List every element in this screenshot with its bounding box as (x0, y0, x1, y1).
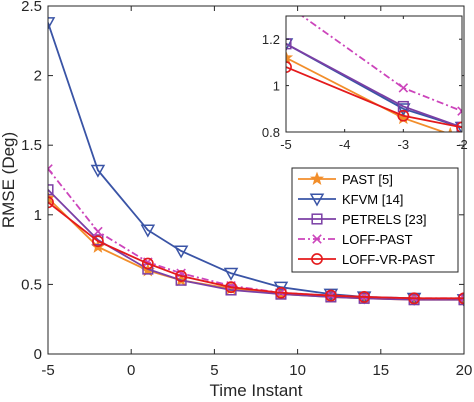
legend-label: PETRELS [23] (342, 212, 427, 227)
data-point (175, 270, 188, 282)
data-point (92, 235, 104, 248)
data-point (48, 164, 53, 174)
inset-data-point (286, 50, 294, 64)
legend-label: LOFF-VR-PAST (342, 252, 435, 267)
inset-y-axis-ticks: 0.8 1 1.2 (262, 32, 462, 140)
legend-entry-past-5: PAST [5] (298, 171, 393, 187)
x-tick-label: -5 (41, 362, 54, 379)
data-point (459, 293, 464, 304)
main-x-axis-ticks: -5 0 5 10 15 20 (41, 6, 472, 379)
legend-marker (309, 193, 325, 207)
main-series-layer (48, 17, 464, 308)
inset-data-point (454, 121, 462, 132)
x-axis-label: Time Instant (210, 381, 303, 400)
legend-marker (311, 213, 323, 225)
inset-plot-background (286, 16, 462, 132)
inset-series-line (300, 16, 462, 112)
inset-data-point (457, 106, 462, 116)
y-tick-label: 1.5 (21, 137, 42, 154)
inset-y-tick-label: 1.2 (262, 32, 280, 47)
series-line (48, 201, 464, 300)
series-line (48, 189, 464, 301)
inset-series-line (286, 43, 462, 129)
y-tick-label: 0 (34, 346, 42, 363)
data-point (90, 164, 106, 178)
inset-data-point (443, 126, 457, 132)
inset-series-line (286, 66, 462, 129)
data-point (275, 286, 287, 299)
data-point (408, 292, 420, 305)
inset-plot-frame (285, 15, 463, 133)
inset-x-tick-label: -2 (456, 137, 468, 152)
data-point (93, 226, 103, 237)
legend-marker (309, 171, 325, 186)
y-tick-label: 2.5 (21, 0, 42, 15)
inset-data-point (397, 109, 410, 122)
data-point (225, 281, 237, 294)
inset-zoom-plot: -5 -4 -3 -2 0.8 1 1.2 (262, 15, 468, 152)
data-point (223, 267, 239, 281)
inset-x-tick-label: -4 (339, 137, 351, 152)
y-axis-label: RMSE (Deg) (0, 132, 18, 228)
inset-data-point (396, 103, 411, 117)
inset-x-tick-label: -3 (398, 137, 410, 152)
main-plot-frame (47, 5, 465, 355)
legend-entry-loff-past: LOFF-PAST (298, 232, 413, 247)
inset-y-tick-label: 0.8 (262, 125, 280, 140)
x-tick-label: 5 (210, 362, 218, 379)
x-tick-label: 10 (289, 362, 306, 379)
x-tick-label: 15 (372, 362, 389, 379)
legend-entries: PAST [5] KFVM [14] PETRELS [23] LOFF-PAST LO… (298, 171, 435, 267)
legend-marker (311, 253, 323, 265)
legend-label: KFVM [14] (342, 192, 403, 207)
series-4 (48, 196, 464, 305)
legend-entry-kfvm-14: KFVM [14] (298, 192, 403, 207)
data-point (358, 291, 371, 303)
inset-x-axis-ticks: -5 -4 -3 -2 (280, 16, 468, 152)
data-point (141, 257, 154, 270)
data-point (173, 245, 189, 259)
inset-data-point (398, 83, 409, 93)
legend-entry-loff-vr-past: LOFF-VR-PAST (298, 252, 435, 267)
data-point (324, 289, 337, 302)
x-tick-label: 20 (456, 362, 473, 379)
legend-label: LOFF-PAST (342, 232, 413, 247)
inset-y-tick-label: 1 (273, 79, 280, 94)
inset-series-layer (286, 16, 462, 132)
data-point (140, 224, 156, 238)
chart-legend: PAST [5] KFVM [14] PETRELS [23] LOFF-PAST LO… (291, 167, 459, 273)
legend-marker (312, 234, 322, 244)
inset-series-3 (300, 16, 462, 116)
main-y-axis-ticks: 0 0.5 1 1.5 2 2.5 (21, 0, 464, 363)
data-point (48, 17, 56, 31)
y-tick-label: 0.5 (21, 276, 42, 293)
inset-x-tick-label: -5 (280, 137, 292, 152)
legend-label: PAST [5] (342, 172, 393, 187)
y-tick-label: 1 (34, 207, 42, 224)
y-tick-label: 2 (34, 68, 42, 85)
legend-entry-petrels-23: PETRELS [23] (298, 212, 427, 227)
x-tick-label: 0 (127, 362, 135, 379)
inset-data-point (286, 61, 292, 73)
